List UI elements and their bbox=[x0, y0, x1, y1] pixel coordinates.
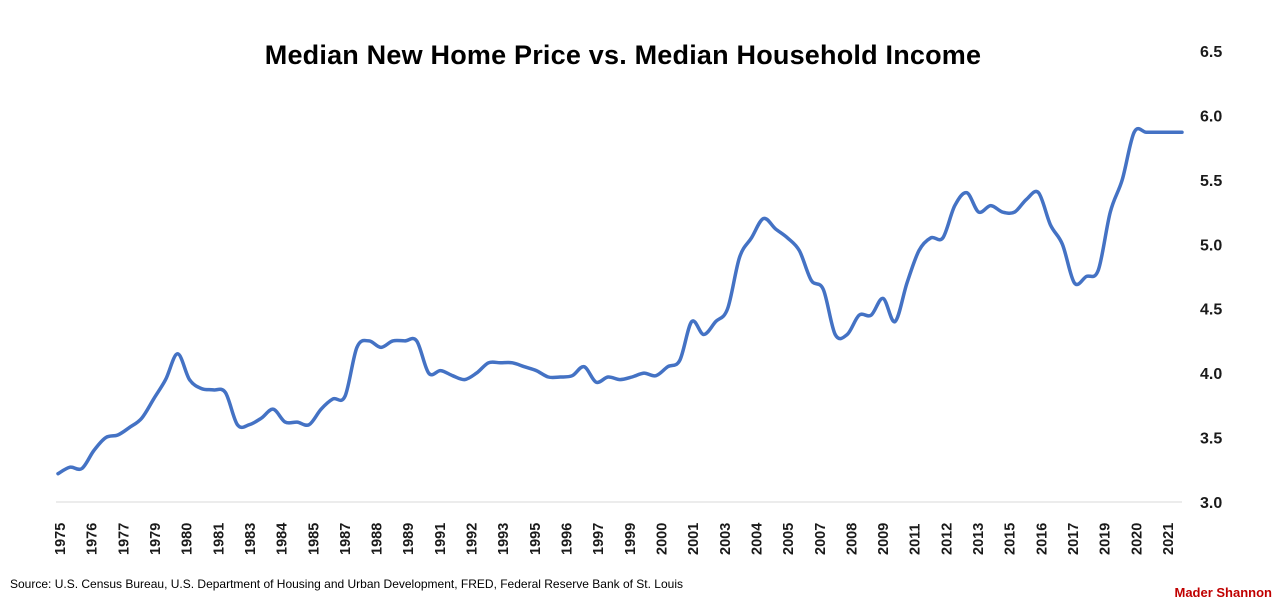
x-tick-label: 1984 bbox=[275, 523, 291, 555]
y-tick-label: 4.5 bbox=[1200, 302, 1222, 319]
y-tick-label: 5.5 bbox=[1200, 173, 1222, 190]
x-tick-label: 1993 bbox=[496, 523, 512, 555]
x-tick-label: 1992 bbox=[465, 523, 481, 555]
x-tick-label: 1988 bbox=[370, 523, 386, 555]
x-tick-label: 1987 bbox=[338, 523, 354, 555]
x-tick-label: 1979 bbox=[148, 523, 164, 555]
x-tick-label: 2005 bbox=[781, 523, 797, 555]
x-tick-label: 2001 bbox=[686, 523, 702, 555]
x-tick-label: 2008 bbox=[844, 523, 860, 555]
x-tick-label: 1991 bbox=[433, 523, 449, 555]
x-tick-label: 2004 bbox=[750, 523, 766, 555]
x-tick-label: 2017 bbox=[1066, 523, 1082, 555]
x-tick-label: 1981 bbox=[211, 523, 227, 555]
x-tick-label: 2015 bbox=[1003, 523, 1019, 555]
x-tick-label: 2012 bbox=[939, 523, 955, 555]
x-tick-label: 2009 bbox=[876, 523, 892, 555]
x-tick-label: 2011 bbox=[908, 524, 924, 555]
x-tick-label: 1976 bbox=[85, 523, 101, 555]
x-tick-label: 1995 bbox=[528, 523, 544, 555]
brand-label: Mader Shannon bbox=[1174, 585, 1272, 600]
x-tick-label: 2000 bbox=[655, 523, 671, 555]
y-tick-label: 3.0 bbox=[1200, 495, 1222, 512]
x-tick-label: 2003 bbox=[718, 523, 734, 555]
x-tick-label: 2007 bbox=[813, 523, 829, 555]
x-tick-label: 2016 bbox=[1034, 523, 1050, 555]
y-tick-label: 3.5 bbox=[1200, 431, 1222, 448]
x-tick-label: 1996 bbox=[560, 523, 576, 555]
x-tick-label: 1985 bbox=[306, 523, 322, 555]
x-tick-label: 1975 bbox=[53, 523, 69, 555]
y-tick-label: 4.0 bbox=[1200, 366, 1222, 383]
source-note: Source: U.S. Census Bureau, U.S. Departm… bbox=[10, 577, 683, 591]
x-tick-label: 1983 bbox=[243, 523, 259, 555]
y-tick-label: 5.0 bbox=[1200, 237, 1222, 254]
x-tick-label: 2019 bbox=[1098, 523, 1114, 555]
x-tick-label: 1977 bbox=[116, 523, 132, 555]
series-line-price-to-income bbox=[56, 126, 1184, 476]
x-tick-label: 1997 bbox=[591, 523, 607, 555]
chart-title: Median New Home Price vs. Median Househo… bbox=[264, 40, 982, 70]
x-tick-label: 2020 bbox=[1129, 523, 1145, 555]
x-tick-label: 2013 bbox=[971, 523, 987, 555]
x-tick-label: 1989 bbox=[401, 523, 417, 555]
x-tick-label: 1980 bbox=[180, 523, 196, 555]
y-tick-label: 6.5 bbox=[1200, 44, 1222, 61]
x-tick-label: 2021 bbox=[1161, 523, 1177, 555]
x-tick-label: 1999 bbox=[623, 523, 639, 555]
y-tick-label: 6.0 bbox=[1200, 108, 1222, 125]
